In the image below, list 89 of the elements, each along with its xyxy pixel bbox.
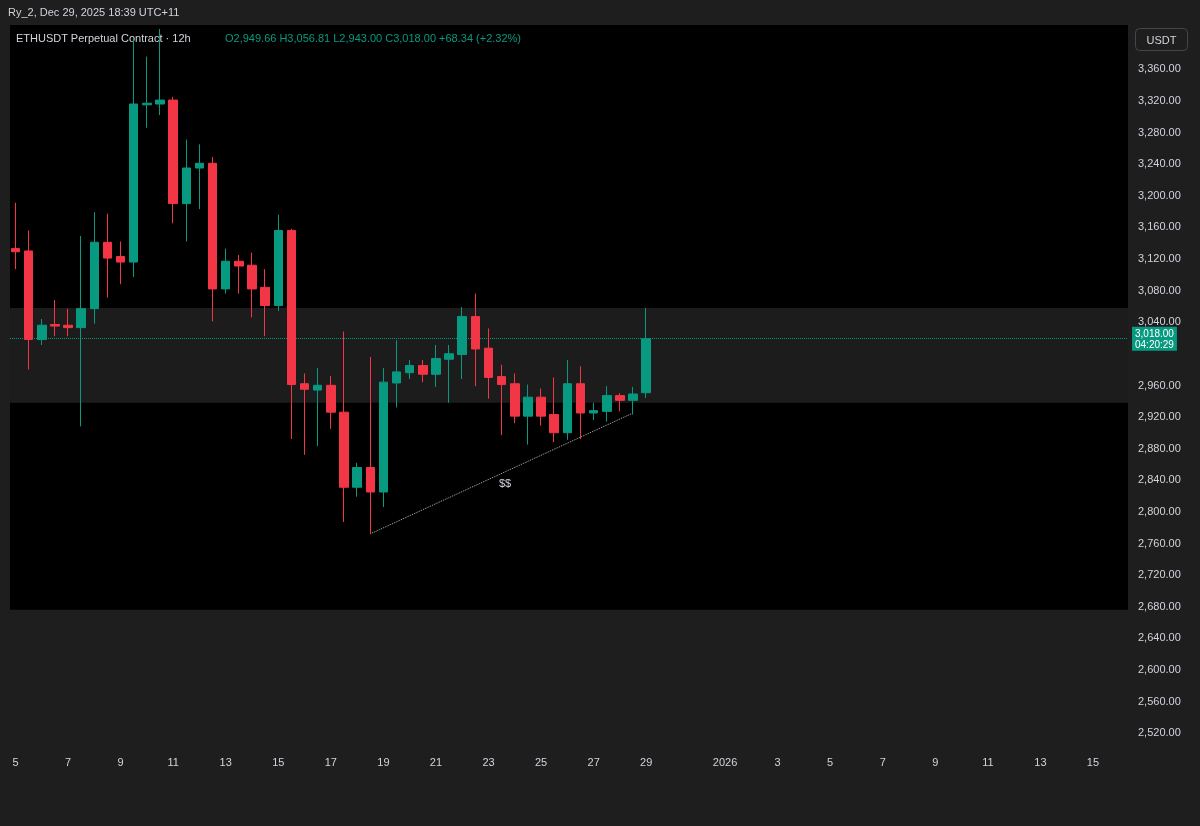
candlestick: [628, 386, 638, 416]
candlestick: [182, 139, 191, 242]
y-tick-label: 3,240.00: [1138, 157, 1181, 170]
candlestick: [247, 252, 257, 318]
y-tick-label: 3,360.00: [1138, 62, 1181, 75]
annotation: O2,949.66 H3,056.81 L2,943.00 C3,018.00 +68.34 (+2.32%): [225, 31, 522, 44]
candlestick: [405, 359, 414, 380]
candlestick: [103, 213, 112, 299]
candlestick: [142, 56, 152, 129]
ref-line-label: 3,018.00 04:20:29: [1135, 327, 1175, 350]
y-tick-label: 2,600.00: [1138, 662, 1181, 675]
x-tick-label: 2026: [712, 755, 738, 768]
candlestick: [602, 385, 612, 423]
y-tick-label: 2,720.00: [1138, 568, 1181, 581]
x-tick-label: 13: [219, 755, 232, 768]
candlestick: [366, 356, 375, 535]
y-tick-label: 3,160.00: [1138, 220, 1181, 233]
candlestick: [195, 143, 204, 210]
x-tick-label: 11: [982, 755, 994, 768]
x-tick-label: 21: [429, 755, 443, 768]
candlestick: [11, 202, 20, 270]
x-tick-label: 5: [827, 755, 834, 768]
y-tick-label: 2,640.00: [1138, 631, 1181, 644]
candlestick: [576, 365, 585, 440]
x-tick-label: 3: [774, 755, 781, 768]
y-axis-title: USDT: [1146, 33, 1177, 46]
y-tick-label: 3,080.00: [1138, 283, 1181, 296]
candlestick: [221, 248, 230, 295]
candlestick: [168, 96, 178, 224]
candlestick: [549, 376, 559, 443]
candlestick: [536, 387, 546, 427]
y-tick-label: 2,800.00: [1138, 504, 1181, 517]
y-tick-label: 3,120.00: [1138, 252, 1181, 265]
x-tick-label: 7: [64, 755, 72, 768]
x-tick-label: 11: [167, 755, 179, 768]
candlestick: [510, 372, 520, 424]
y-tick-label: 2,680.00: [1138, 599, 1181, 612]
candlestick: [523, 384, 533, 446]
x-tick-label: 15: [272, 755, 285, 768]
candlestick: [444, 344, 454, 404]
x-tick-label: 25: [534, 755, 548, 768]
x-tick-label: 5: [12, 755, 19, 768]
text: Ry_2, Dec 29, 2025 18:39 UTC+11: [8, 5, 180, 18]
x-tick-label: 29: [640, 755, 653, 768]
candlestick: [90, 211, 99, 325]
y-tick-label: 2,880.00: [1138, 441, 1181, 454]
x-tick-label: 15: [1086, 755, 1100, 768]
candlestick: [260, 268, 270, 337]
candlestick: [63, 308, 73, 337]
candlestick: [379, 367, 388, 508]
x-tick-label: 17: [324, 755, 337, 768]
candlestick: [274, 214, 283, 312]
candlestick: [300, 372, 309, 456]
candlestick: [484, 327, 493, 400]
y-tick-label: 2,840.00: [1138, 473, 1181, 486]
annotation: $$: [499, 476, 512, 489]
y-tick-label: 2,920.00: [1138, 410, 1181, 423]
candlestick: [497, 364, 506, 436]
candlestick: [313, 367, 322, 447]
x-tick-label: 23: [482, 755, 495, 768]
y-tick-label: 2,960.00: [1138, 378, 1181, 391]
y-tick-label: 2,760.00: [1138, 536, 1181, 549]
x-tick-label: 19: [377, 755, 390, 768]
candlestick: [24, 229, 33, 371]
candlestick: [471, 293, 480, 387]
y-tick-label: 3,280.00: [1138, 125, 1181, 138]
candlestick: [326, 375, 336, 430]
candlestick: [339, 331, 349, 523]
y-tick-label: 2,520.00: [1138, 726, 1181, 739]
y-tick-label: 3,320.00: [1138, 94, 1181, 107]
x-tick-label: 7: [879, 755, 886, 768]
candlestick: [50, 299, 60, 337]
y-tick-label: 3,040.00: [1138, 315, 1181, 328]
candlestick: [418, 359, 428, 383]
candlestick: [116, 241, 125, 285]
x-tick-label: 13: [1034, 755, 1047, 768]
candlestick: [208, 156, 217, 322]
candlestick: [431, 344, 441, 388]
candlestick: [287, 228, 296, 440]
x-tick-label: 9: [932, 755, 939, 768]
x-tick-label: 9: [117, 755, 124, 768]
x-tick-label: 27: [587, 755, 600, 768]
y-tick-label: 2,560.00: [1138, 694, 1181, 707]
candlestick: [589, 402, 598, 421]
candlestick: [563, 359, 572, 441]
y-tick-label: 3,200.00: [1138, 188, 1181, 201]
candlestick: [234, 254, 244, 295]
candlestick: [615, 392, 625, 412]
candlestick: [352, 462, 362, 498]
